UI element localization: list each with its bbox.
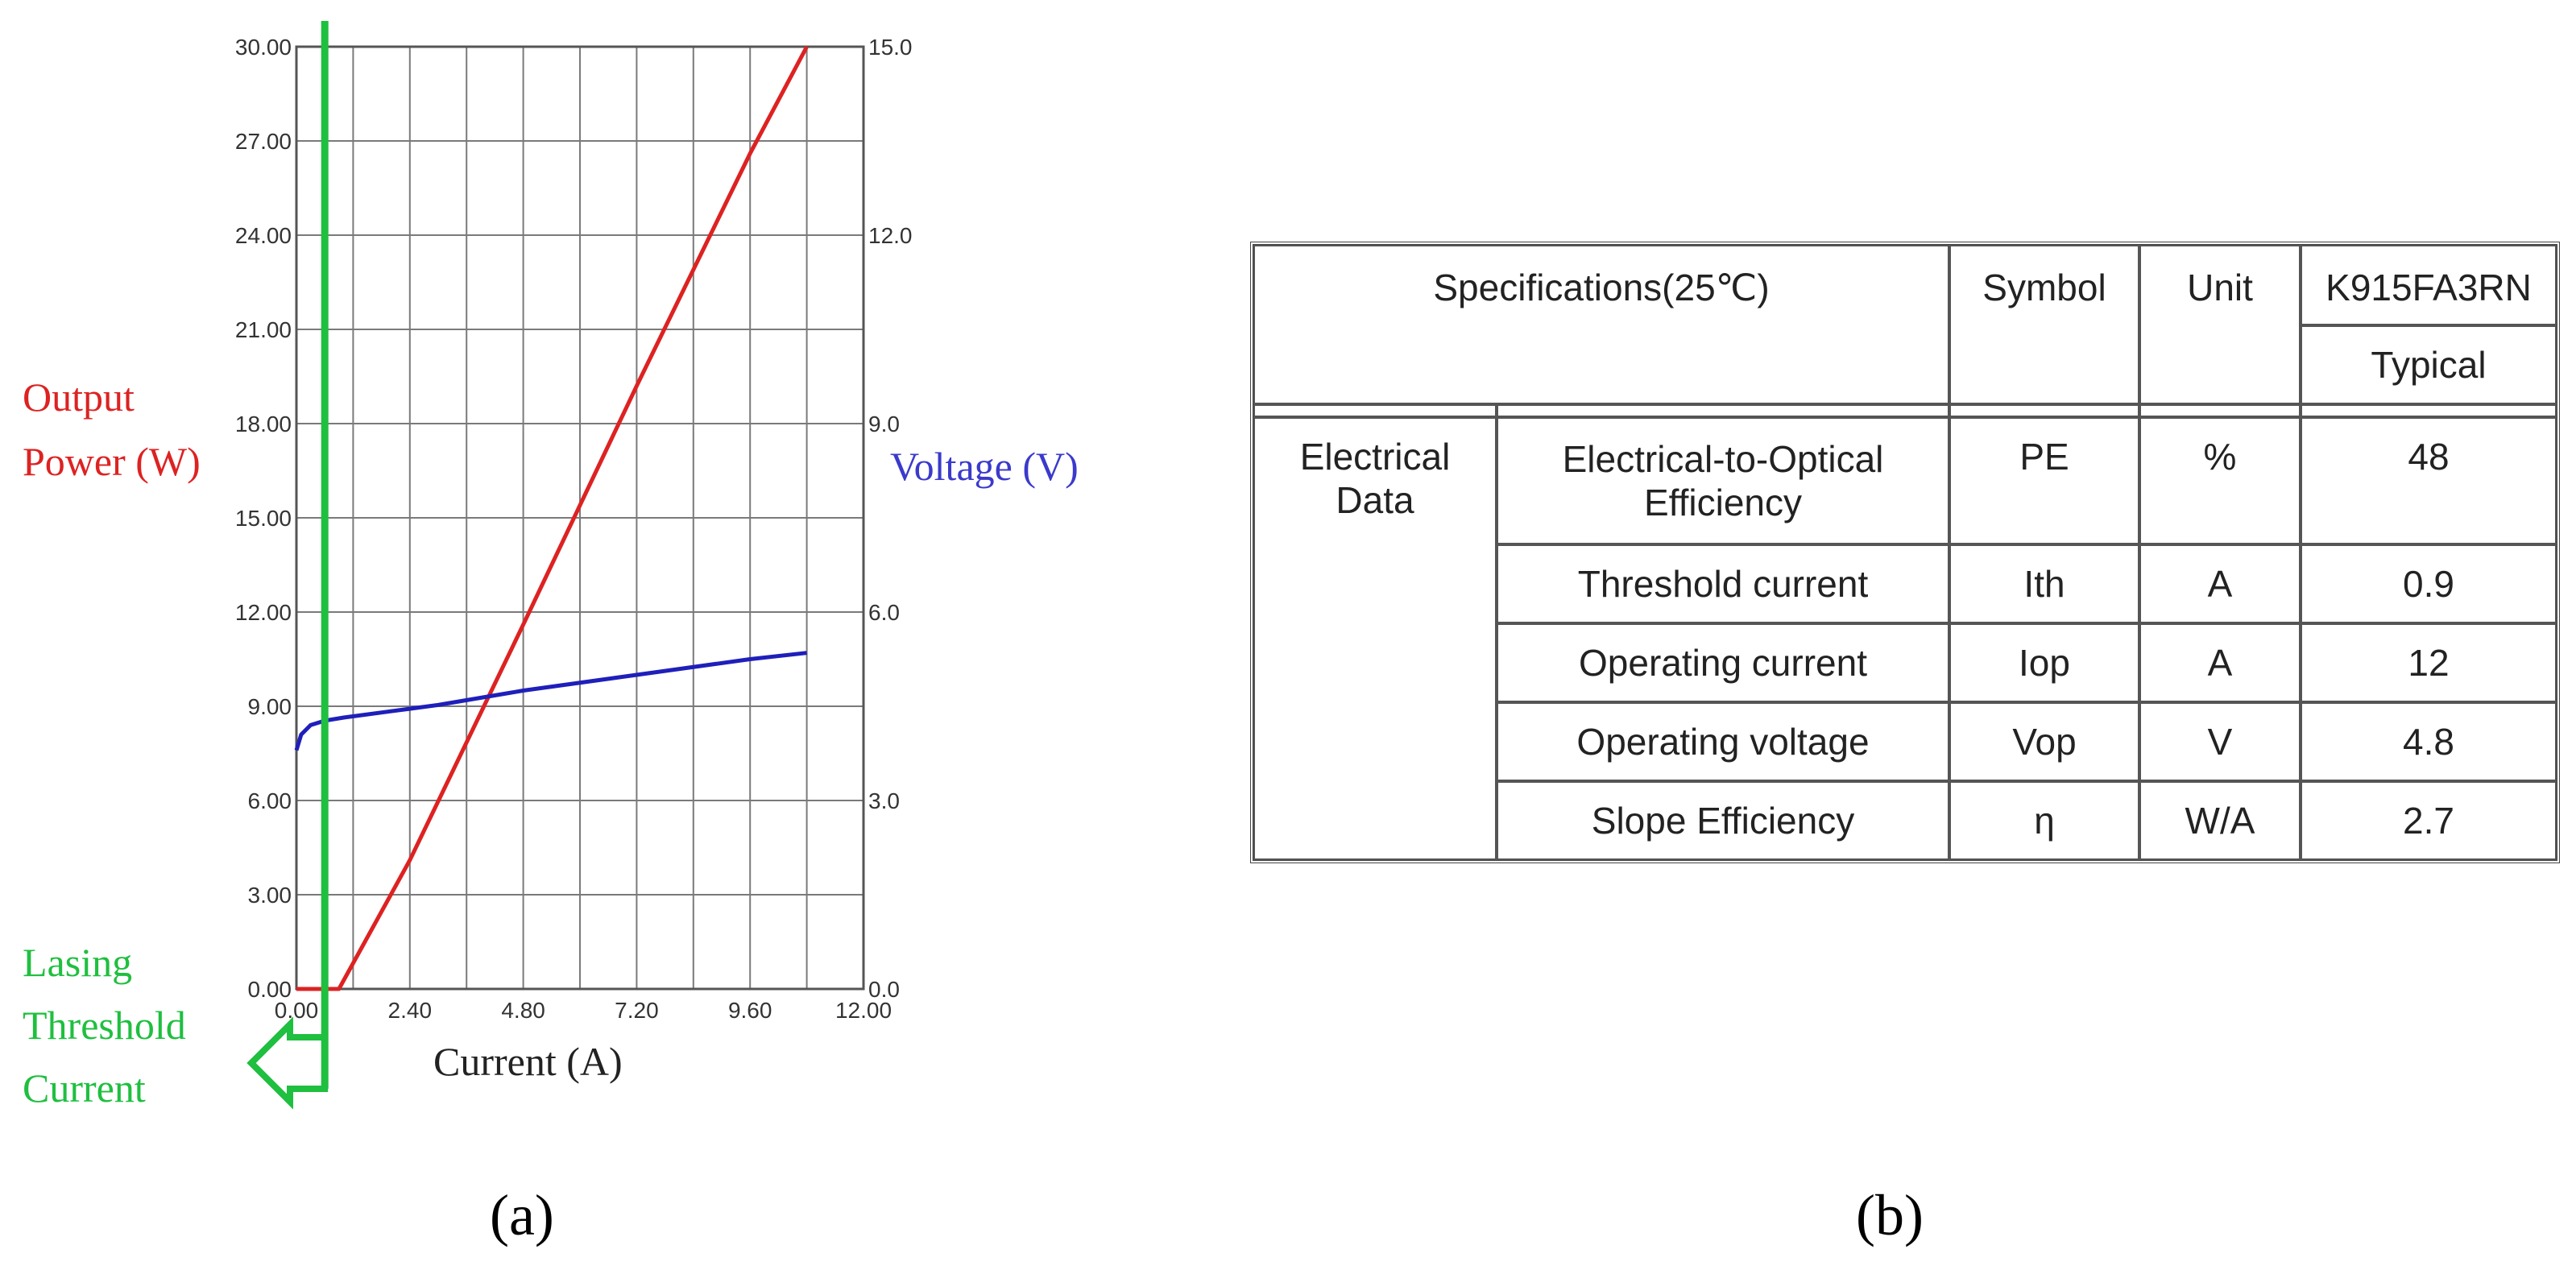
value-cell: 4.8 — [2301, 702, 2557, 781]
bottom-axis-ticks: 0.00 2.40 4.80 7.20 9.60 12.00 — [275, 998, 892, 1023]
y2-tick-label: 0.0 — [868, 977, 900, 1002]
x-tick-label: 2.40 — [388, 998, 433, 1023]
x-tick-label: 9.60 — [728, 998, 772, 1023]
header-symbol: Symbol — [1949, 245, 2139, 404]
unit-cell: % — [2139, 417, 2301, 544]
right-axis-ticks: 0.0 3.0 6.0 9.0 12.0 15.0 — [868, 35, 913, 1002]
header-typical: Typical — [2301, 325, 2557, 404]
x-tick-label: 12.00 — [835, 998, 892, 1023]
y2-tick-label: 9.0 — [868, 412, 900, 436]
y2-tick-label: 6.0 — [868, 600, 900, 625]
y-tick-label: 21.00 — [235, 317, 292, 342]
value-cell: 2.7 — [2301, 781, 2557, 860]
symbol-cell: Iop — [1949, 623, 2139, 702]
series — [294, 45, 809, 991]
header-spec: Specifications(25℃) — [1253, 245, 1949, 404]
x-tick-label: 4.80 — [501, 998, 545, 1023]
value-cell: 0.9 — [2301, 544, 2557, 623]
grid — [295, 45, 865, 991]
threshold-label: Lasing Threshold Current — [23, 940, 196, 1111]
header-model: K915FA3RN — [2301, 245, 2557, 325]
panel-label-a: (a) — [490, 1183, 554, 1247]
y-tick-label: 3.00 — [248, 883, 292, 908]
y-tick-label: 6.00 — [248, 788, 292, 813]
param-cell: Electrical-to-Optical Efficiency — [1497, 417, 1949, 544]
panel-label-b: (b) — [1856, 1183, 1924, 1247]
y2-tick-label: 15.0 — [868, 35, 913, 60]
left-axis-ticks: 0.00 3.00 6.00 9.00 12.00 15.00 18.00 21.00 24.0… — [235, 35, 292, 1002]
header-unit: Unit — [2139, 245, 2301, 404]
symbol-cell: Vop — [1949, 702, 2139, 781]
y2-tick-label: 3.0 — [868, 788, 900, 813]
y-tick-label: 18.00 — [235, 412, 292, 436]
group-label: Electrical Data — [1253, 417, 1497, 860]
y-axis-label: Output Power (W) — [23, 374, 201, 484]
series-line — [296, 45, 809, 991]
param-cell: Operating current — [1497, 623, 1949, 702]
y-tick-label: 27.00 — [235, 129, 292, 154]
param-cell: Threshold current — [1497, 544, 1949, 623]
y-tick-label: 24.00 — [235, 223, 292, 248]
symbol-cell: η — [1949, 781, 2139, 860]
y-tick-label: 30.00 — [235, 35, 292, 60]
param-cell: Slope Efficiency — [1497, 781, 1949, 860]
symbol-cell: PE — [1949, 417, 2139, 544]
x-tick-label: 0.00 — [275, 998, 319, 1023]
unit-cell: A — [2139, 623, 2301, 702]
x-tick-label: 7.20 — [615, 998, 659, 1023]
value-cell: 48 — [2301, 417, 2557, 544]
threshold-annotation — [246, 21, 329, 1110]
spec-table: Specifications(25℃) Symbol Unit K915FA3R… — [1250, 242, 2560, 863]
y-tick-label: 9.00 — [248, 694, 292, 719]
y2-tick-label: 12.0 — [868, 223, 913, 248]
unit-cell: V — [2139, 702, 2301, 781]
unit-cell: A — [2139, 544, 2301, 623]
param-cell: Operating voltage — [1497, 702, 1949, 781]
series-line — [294, 651, 807, 751]
y2-axis-label: Voltage (V) — [890, 444, 1079, 489]
value-cell: 12 — [2301, 623, 2557, 702]
symbol-cell: Ith — [1949, 544, 2139, 623]
y-tick-label: 12.00 — [235, 600, 292, 625]
iv-chart: 0.00 3.00 6.00 9.00 12.00 15.00 18.00 21.00 24.0… — [23, 21, 1079, 1111]
plot-frame — [295, 45, 865, 991]
threshold-arrow — [246, 1016, 329, 1110]
y-tick-label: 0.00 — [248, 977, 292, 1002]
x-axis-label: Current (A) — [433, 1039, 623, 1084]
unit-cell: W/A — [2139, 781, 2301, 860]
y-tick-label: 15.00 — [235, 506, 292, 531]
